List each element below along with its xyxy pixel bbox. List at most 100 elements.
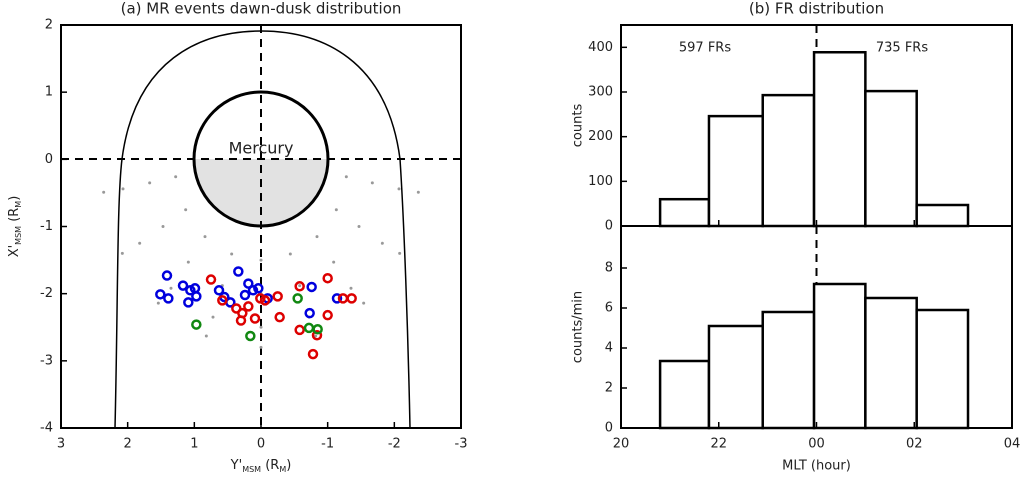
event-marker <box>237 307 248 319</box>
chart-title: (a) MR events dawn-dusk distribution <box>121 0 402 18</box>
orbit-point <box>349 286 353 290</box>
orbit-point <box>398 251 402 255</box>
annotation: 597 FRs <box>679 41 731 56</box>
y-tick-label: 1 <box>45 85 53 100</box>
bar <box>658 359 711 430</box>
annotation: 735 FRs <box>876 41 928 56</box>
event-marker <box>191 291 202 302</box>
y-tick-label: 0 <box>45 152 53 167</box>
y-tick-label: -4 <box>40 421 53 436</box>
y-tick-label: 100 <box>588 174 613 189</box>
orbit-point <box>211 315 215 319</box>
x-tick-label: 2 <box>124 437 132 452</box>
label-part: ) <box>7 196 22 201</box>
bar <box>864 89 918 228</box>
y-tick-label: -1 <box>40 219 53 234</box>
event-marker <box>294 324 305 336</box>
y-tick-label: 6 <box>605 301 613 316</box>
y-tick-label: 300 <box>588 85 613 100</box>
orbit-point <box>184 208 188 212</box>
event-marker <box>312 324 323 335</box>
event-marker <box>247 285 259 296</box>
label-part: ) <box>286 458 291 473</box>
event-marker <box>306 281 317 293</box>
orbit-point <box>344 175 348 179</box>
orbit-point <box>259 325 263 329</box>
y-tick-label: 0 <box>605 421 613 436</box>
event-marker <box>303 322 315 334</box>
orbit-point <box>174 175 178 179</box>
orbit-point <box>148 181 152 185</box>
x-tick-label: 1 <box>190 437 198 452</box>
orbit-point <box>380 241 384 245</box>
orbit-point <box>298 284 302 288</box>
orbit-point <box>315 235 319 239</box>
event-marker <box>177 280 189 291</box>
event-marker <box>294 281 305 292</box>
event-marker <box>346 293 357 304</box>
x-axis-label: MLT (hour) <box>782 459 851 474</box>
event-marker <box>249 313 261 324</box>
event-marker <box>155 289 166 300</box>
bar <box>761 93 816 228</box>
axis-label: Y'MSM (RM) <box>230 458 292 474</box>
orbit-point <box>138 241 142 245</box>
event-marker <box>217 295 228 306</box>
event-marker <box>292 293 303 304</box>
event-marker <box>311 330 323 341</box>
label-subscript: MSM <box>14 226 23 245</box>
orbit-point <box>186 260 190 264</box>
y-axis-label: counts/min <box>571 291 586 363</box>
label-part: X' <box>7 245 22 257</box>
bar <box>812 282 867 430</box>
x-tick-label: 0 <box>257 437 265 452</box>
orbit-point <box>314 334 318 338</box>
label-subscript: M <box>279 465 286 474</box>
label-subscript: M <box>14 201 23 208</box>
label-part: (R <box>261 458 279 473</box>
bar <box>812 50 867 228</box>
y-tick-label: -2 <box>40 286 53 301</box>
orbit-point <box>102 190 106 194</box>
orbit-point <box>362 301 366 305</box>
geometry <box>61 25 461 429</box>
bar <box>707 114 764 228</box>
x-tick-label: -3 <box>455 437 468 452</box>
x-tick-label: -2 <box>388 437 401 452</box>
x-tick-label: 00 <box>808 437 825 452</box>
bar <box>864 296 918 430</box>
event-marker <box>239 289 251 301</box>
event-marker <box>243 278 254 289</box>
event-marker <box>233 266 244 277</box>
orbit-point <box>370 181 374 185</box>
orbit-point <box>416 190 420 194</box>
orbit-point <box>169 286 173 290</box>
orbit-point <box>259 345 263 349</box>
axis-label: X'MSM (RM) <box>7 196 23 258</box>
y-tick-label: 400 <box>588 40 613 55</box>
y-tick-label: 2 <box>45 18 53 33</box>
orbit-point <box>259 258 263 262</box>
bar <box>915 308 970 430</box>
event-marker <box>161 270 173 281</box>
orbit-point <box>156 301 160 305</box>
orbit-point <box>288 252 292 256</box>
event-marker <box>163 293 174 304</box>
label-part: (R <box>7 208 22 226</box>
y-tick-label: 8 <box>605 261 613 276</box>
event-marker <box>259 295 271 306</box>
label-part: Y' <box>230 458 243 473</box>
y-tick-label: -3 <box>40 353 53 368</box>
orbit-point <box>357 225 361 228</box>
chart-title: (b) FR distribution <box>749 0 884 18</box>
event-marker <box>243 301 254 312</box>
x-tick-label: 22 <box>710 437 727 452</box>
event-marker <box>205 274 217 285</box>
y-axis-label: counts <box>571 104 586 148</box>
orbit-point <box>204 334 208 338</box>
bar <box>761 310 816 430</box>
orbit-point <box>121 187 125 191</box>
x-tick-label: 04 <box>1004 437 1021 452</box>
bar <box>707 324 764 430</box>
